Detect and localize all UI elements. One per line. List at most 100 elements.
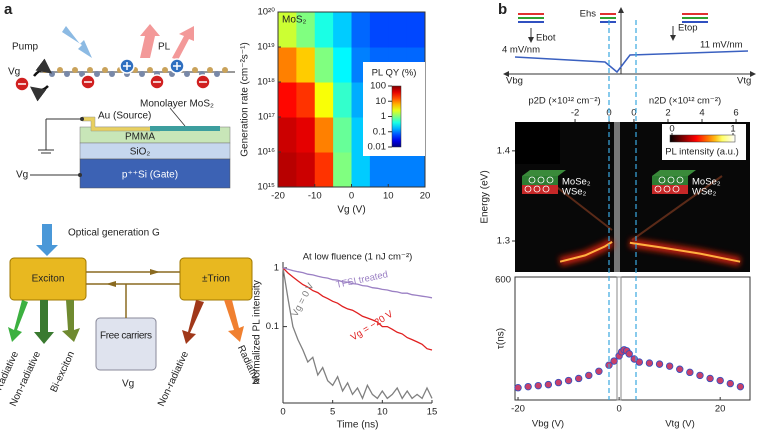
x-axis-label: p2D (×10¹² cm⁻²) bbox=[528, 96, 600, 107]
x-tick-label: 0 bbox=[631, 108, 636, 119]
label: Vg bbox=[8, 67, 20, 78]
series-label: Vg = −20 V bbox=[349, 308, 396, 343]
x-tick-label: 0 bbox=[606, 108, 611, 119]
x-tick-label: 15 bbox=[427, 407, 438, 418]
inset-carrier bbox=[667, 176, 675, 184]
colorbar bbox=[391, 85, 402, 148]
point bbox=[635, 358, 644, 366]
divider bbox=[616, 276, 622, 401]
y-tick-label: 1.4 bbox=[497, 145, 510, 156]
flow-diagram: Optical generation G Exciton ±Trion Free… bbox=[0, 224, 263, 408]
inset-mose2 bbox=[652, 176, 688, 185]
plot-bg-dark bbox=[515, 122, 560, 164]
y-tick-label: 10¹⁷ bbox=[258, 112, 276, 123]
colorbar bbox=[669, 134, 736, 143]
series-label: Vg = 0 V bbox=[290, 281, 317, 319]
point bbox=[610, 357, 618, 365]
label: Vg bbox=[16, 170, 28, 181]
colorbar-tick-label: 10 bbox=[375, 96, 386, 107]
point bbox=[585, 371, 593, 380]
x-axis-label: n2D (×10¹² cm⁻²) bbox=[649, 96, 721, 107]
y-tick-label: 600 bbox=[495, 275, 511, 286]
label: 11 mV/nm bbox=[700, 40, 743, 51]
point bbox=[554, 378, 563, 387]
inset-label: WSe₂ bbox=[692, 187, 717, 198]
point bbox=[625, 350, 633, 358]
x-axis-label: Time (ns) bbox=[337, 420, 379, 431]
y-tick-label: 10¹⁶ bbox=[257, 147, 275, 158]
y-axis-label: Normalized PL intensity bbox=[252, 280, 263, 385]
panel-label: b bbox=[498, 1, 507, 18]
x-tick-label: -10 bbox=[308, 191, 322, 202]
heat-cell bbox=[351, 12, 371, 48]
heat-cell bbox=[314, 12, 334, 48]
label: Free carriers bbox=[100, 331, 152, 342]
heat-cell bbox=[278, 152, 297, 188]
y-tick-label: 10²⁰ bbox=[257, 7, 275, 18]
series-label: TFSI treated bbox=[335, 269, 389, 291]
label: Pump bbox=[12, 42, 39, 53]
label: PMMA bbox=[125, 132, 155, 143]
emission-peak bbox=[629, 241, 741, 263]
x-tick-label: 0 bbox=[616, 404, 621, 415]
colorbar-tick-label: 0.1 bbox=[373, 126, 386, 137]
label: Vbg bbox=[506, 76, 523, 87]
label: Ebot bbox=[536, 33, 556, 44]
heat-cell bbox=[333, 152, 352, 188]
point bbox=[655, 360, 664, 368]
colorbar-tick-label: 0.01 bbox=[368, 142, 387, 153]
heat-cell bbox=[278, 47, 297, 83]
point bbox=[726, 379, 734, 388]
heat-cell bbox=[333, 82, 352, 118]
x-tick-label: -20 bbox=[511, 404, 525, 415]
panel-label: a bbox=[4, 1, 13, 18]
inset-label: WSe₂ bbox=[562, 187, 587, 198]
y-axis-label: τ(ns) bbox=[496, 328, 507, 349]
point bbox=[696, 371, 704, 380]
y-axis-label: Generation rate (cm⁻²s⁻¹) bbox=[240, 42, 251, 156]
point bbox=[534, 381, 542, 390]
x-tick-label: 6 bbox=[733, 108, 738, 119]
colorbar-label: PL intensity (a.u.) bbox=[665, 147, 739, 158]
inset-carrier bbox=[676, 176, 684, 184]
heat-cell bbox=[369, 152, 389, 188]
heat-cell bbox=[314, 117, 334, 153]
point bbox=[676, 365, 684, 373]
heat-cell bbox=[351, 152, 371, 188]
inset-carrier bbox=[658, 176, 666, 184]
label: Monolayer MoS₂ bbox=[140, 99, 214, 110]
label: Vtg bbox=[737, 76, 751, 87]
label: 4 mV/nm bbox=[502, 45, 540, 56]
point bbox=[736, 382, 745, 391]
colorbar-label: PL QY (%) bbox=[372, 68, 417, 79]
inset-carrier bbox=[672, 185, 680, 193]
heat-cell bbox=[296, 152, 316, 188]
label: Bi-exciton bbox=[49, 350, 78, 394]
point bbox=[706, 374, 714, 383]
x-tick-label: 10 bbox=[383, 191, 394, 202]
point bbox=[716, 376, 724, 385]
inset-carrier bbox=[542, 185, 550, 193]
heat-cell bbox=[314, 152, 334, 188]
x-tick-label: 4 bbox=[699, 108, 704, 119]
heat-cell bbox=[296, 47, 316, 83]
label: Etop bbox=[678, 23, 698, 34]
colorbar-tick-label: 0 bbox=[669, 124, 674, 135]
chart-title: At low fluence (1 nJ cm⁻²) bbox=[303, 252, 413, 263]
inset-carrier bbox=[546, 176, 554, 184]
inset-carrier bbox=[654, 185, 662, 193]
label: Au (Source) bbox=[98, 111, 151, 122]
inset-top bbox=[652, 170, 696, 176]
y-tick-label: 1.3 bbox=[497, 236, 510, 247]
x-tick-label: 20 bbox=[715, 404, 726, 415]
label: Non-radiative bbox=[156, 349, 191, 408]
inset-carrier bbox=[524, 185, 532, 193]
divider bbox=[614, 122, 620, 272]
heat-cell bbox=[278, 12, 297, 48]
y-tick-label: 0.1 bbox=[266, 321, 279, 332]
x-tick-label: -20 bbox=[271, 191, 285, 202]
heat-cell bbox=[278, 82, 297, 118]
colorbar-tick-label: 1 bbox=[381, 111, 386, 122]
x-tick-label: -2 bbox=[571, 108, 579, 119]
